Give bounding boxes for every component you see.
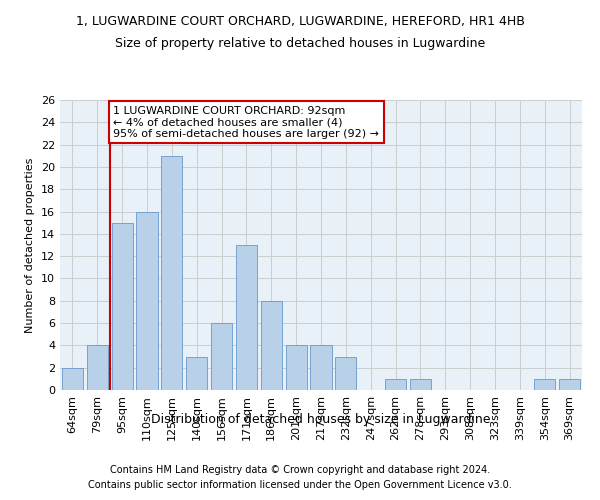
Bar xyxy=(385,379,406,390)
Text: Contains HM Land Registry data © Crown copyright and database right 2024.: Contains HM Land Registry data © Crown c… xyxy=(110,465,490,475)
Bar xyxy=(410,379,431,390)
Bar xyxy=(62,368,83,390)
Bar xyxy=(112,222,133,390)
Bar xyxy=(236,245,257,390)
Text: 1, LUGWARDINE COURT ORCHARD, LUGWARDINE, HEREFORD, HR1 4HB: 1, LUGWARDINE COURT ORCHARD, LUGWARDINE,… xyxy=(76,15,524,28)
Bar xyxy=(261,301,282,390)
Text: 1 LUGWARDINE COURT ORCHARD: 92sqm
← 4% of detached houses are smaller (4)
95% of: 1 LUGWARDINE COURT ORCHARD: 92sqm ← 4% o… xyxy=(113,106,379,139)
Bar xyxy=(211,323,232,390)
Text: Distribution of detached houses by size in Lugwardine: Distribution of detached houses by size … xyxy=(151,412,491,426)
Bar xyxy=(87,346,108,390)
Y-axis label: Number of detached properties: Number of detached properties xyxy=(25,158,35,332)
Bar xyxy=(534,379,555,390)
Text: Contains public sector information licensed under the Open Government Licence v3: Contains public sector information licen… xyxy=(88,480,512,490)
Bar xyxy=(559,379,580,390)
Bar xyxy=(335,356,356,390)
Bar xyxy=(286,346,307,390)
Bar xyxy=(310,346,332,390)
Bar xyxy=(136,212,158,390)
Bar xyxy=(186,356,207,390)
Text: Size of property relative to detached houses in Lugwardine: Size of property relative to detached ho… xyxy=(115,38,485,51)
Bar xyxy=(161,156,182,390)
